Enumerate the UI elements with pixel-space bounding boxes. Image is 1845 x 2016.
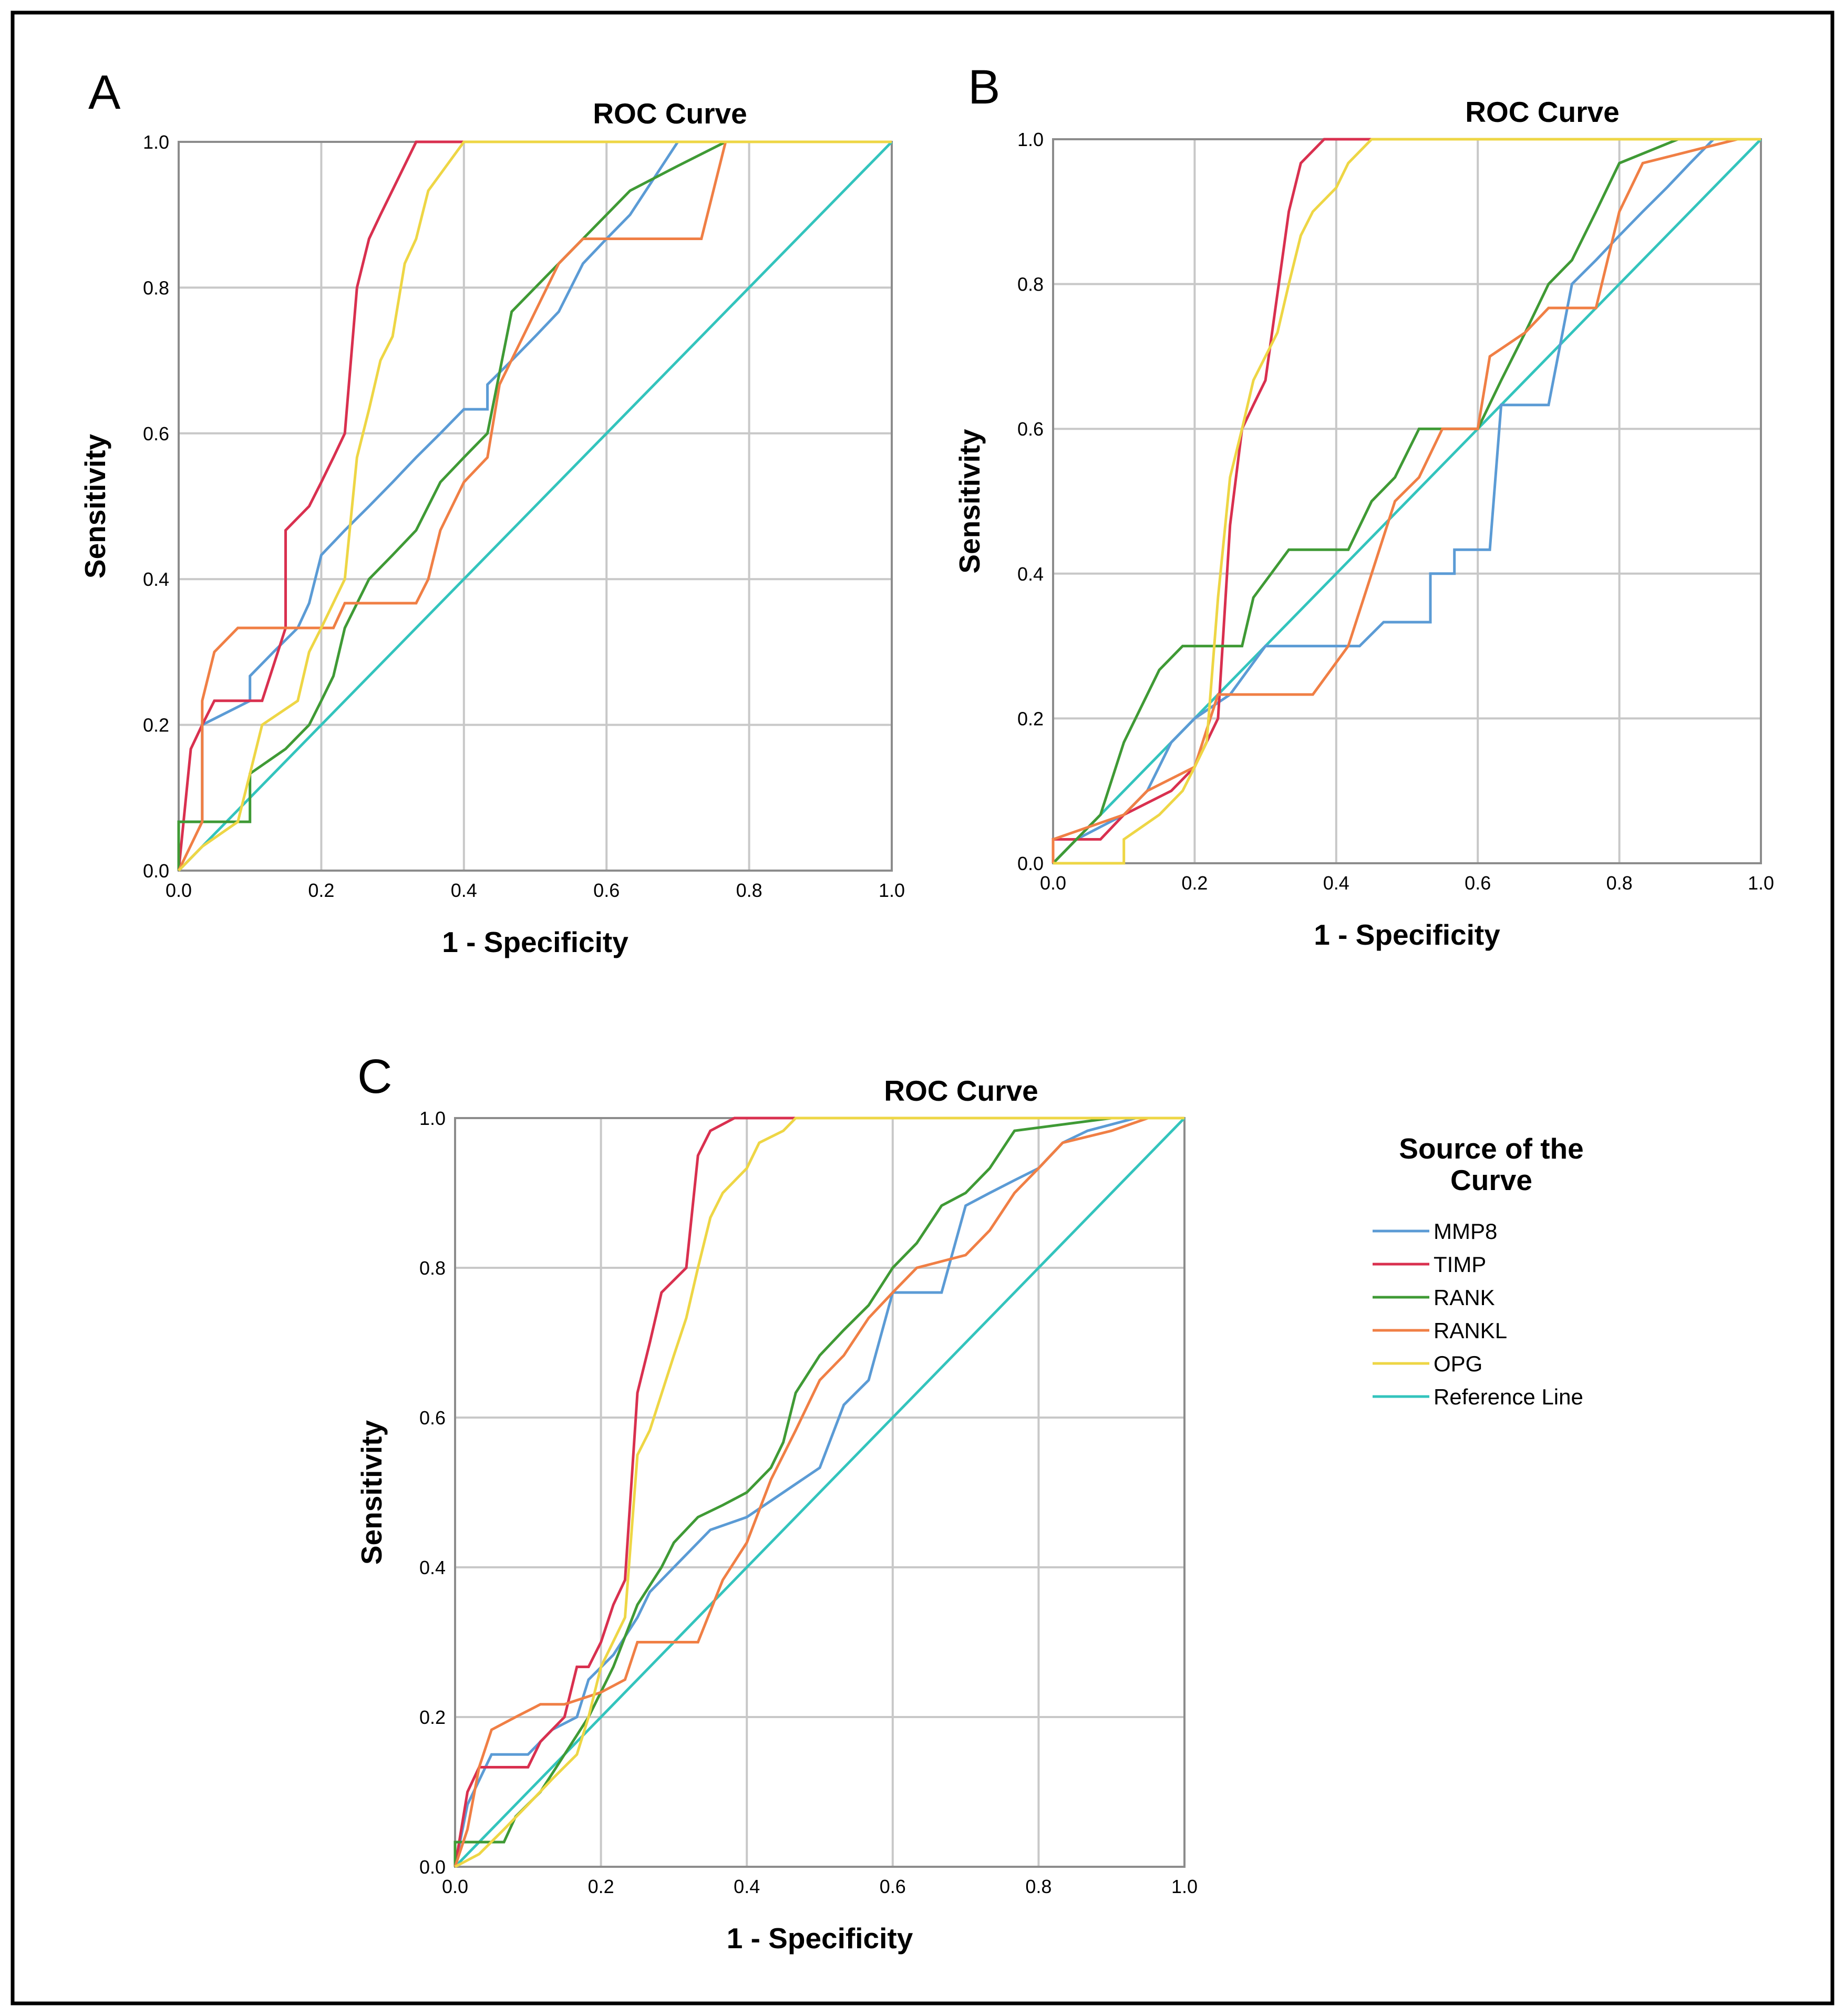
series-line-reference-line xyxy=(454,1117,1186,1868)
legend-label-reference-line: Reference Line xyxy=(1434,1384,1583,1409)
x-tick-label: 0.0 xyxy=(442,1876,468,1897)
y-axis-title: Sensitivity xyxy=(355,1420,388,1565)
y-tick-label: 0.8 xyxy=(143,277,169,298)
y-tick-label: 0.2 xyxy=(419,1707,446,1728)
x-tick-label: 1.0 xyxy=(879,880,905,901)
figure-border xyxy=(11,11,1834,2005)
y-tick-label: 0.8 xyxy=(419,1257,446,1279)
y-tick-label: 0.0 xyxy=(143,860,169,882)
y-tick-label: 1.0 xyxy=(143,131,169,153)
legend-label-opg: OPG xyxy=(1434,1351,1482,1376)
x-tick-label: 0.2 xyxy=(588,1876,614,1897)
chart-title: ROC Curve xyxy=(884,1074,1038,1107)
chart-title: ROC Curve xyxy=(593,97,747,130)
series-line-reference-line xyxy=(1052,138,1762,864)
y-tick-label: 0.2 xyxy=(1017,708,1044,729)
legend-title-line2: Curve xyxy=(1450,1164,1532,1196)
chart-title: ROC Curve xyxy=(1465,96,1619,128)
x-tick-label: 0.2 xyxy=(308,880,334,901)
series-line-mmp8 xyxy=(177,140,892,871)
series-line-rankl xyxy=(453,1116,1184,1867)
legend-label-timp: TIMP xyxy=(1434,1252,1486,1277)
chart-panel-a: A ROC Curve 0.0 0.2 0.4 0.6 0.8 1.0 0.0 0.2 0.4 0.6… xyxy=(79,66,905,958)
y-tick-label: 0.4 xyxy=(143,568,169,590)
x-tick-label: 0.2 xyxy=(1181,872,1208,894)
series-line-rankl xyxy=(1052,138,1761,863)
x-axis-title: 1 - Specificity xyxy=(1314,918,1500,951)
panel-label: B xyxy=(968,60,1000,114)
series-line-opg xyxy=(454,1116,1184,1868)
y-tick-label: 1.0 xyxy=(419,1108,446,1129)
series-line-rank xyxy=(1052,138,1761,864)
y-tick-label: 0.6 xyxy=(1017,418,1044,440)
panel-label: A xyxy=(88,66,121,119)
legend-title-line1: Source of the xyxy=(1399,1132,1583,1165)
x-tick-label: 1.0 xyxy=(1748,872,1774,894)
series-line-opg xyxy=(1053,138,1761,865)
y-tick-label: 0.2 xyxy=(143,715,169,736)
x-axis-title: 1 - Specificity xyxy=(442,926,628,958)
series-line-mmp8 xyxy=(453,1116,1184,1867)
y-tick-label: 0.4 xyxy=(419,1557,446,1578)
chart-panel-b: B ROC Curve 0.0 0.2 0.4 0.6 0.8 1.0 0.0 0.2 0.4 0.6… xyxy=(953,60,1774,951)
y-tick-label: 0.0 xyxy=(419,1856,446,1878)
chart-panel-c: C ROC Curve 0.0 0.2 0.4 0.6 0.8 1.0 0.0 0.2 0.4 0.6… xyxy=(355,1050,1198,1955)
series-line-mmp8 xyxy=(1052,138,1761,864)
y-tick-label: 0.8 xyxy=(1017,274,1044,295)
y-tick-label: 1.0 xyxy=(1017,129,1044,150)
panels: A ROC Curve 0.0 0.2 0.4 0.6 0.8 1.0 0.0 0.2 0.4 0.6… xyxy=(79,60,1774,1955)
x-tick-label: 0.8 xyxy=(1606,872,1633,894)
x-tick-label: 0.0 xyxy=(1040,872,1066,894)
y-axis-title: Sensitivity xyxy=(79,434,111,579)
series-line-timp xyxy=(177,140,892,871)
x-axis-title: 1 - Specificity xyxy=(727,1922,913,1955)
series-line-rankl xyxy=(177,140,892,872)
legend-label-mmp8: MMP8 xyxy=(1434,1219,1497,1244)
series-line-reference-line xyxy=(178,141,893,872)
x-tick-label: 1.0 xyxy=(1171,1876,1198,1897)
x-tick-label: 0.6 xyxy=(880,1876,906,1897)
x-tick-label: 0.0 xyxy=(166,880,192,901)
x-tick-label: 0.6 xyxy=(593,880,620,901)
x-tick-label: 0.6 xyxy=(1465,872,1491,894)
x-tick-label: 0.4 xyxy=(451,880,477,901)
series-line-rank xyxy=(453,1116,1184,1867)
x-tick-label: 0.8 xyxy=(736,880,762,901)
legend-label-rank: RANK xyxy=(1434,1285,1495,1310)
series-line-timp xyxy=(453,1116,1184,1867)
series-line-opg xyxy=(178,140,892,872)
x-tick-label: 0.8 xyxy=(1025,1876,1052,1897)
series-line-timp xyxy=(1052,138,1761,863)
series-line-rank xyxy=(177,140,892,871)
y-tick-label: 0.6 xyxy=(419,1407,446,1429)
panel-label: C xyxy=(357,1050,392,1103)
y-tick-label: 0.4 xyxy=(1017,563,1044,585)
x-tick-label: 0.4 xyxy=(734,1876,760,1897)
legend-label-rankl: RANKL xyxy=(1434,1318,1507,1343)
y-tick-label: 0.6 xyxy=(143,423,169,444)
y-tick-label: 0.0 xyxy=(1017,853,1044,874)
x-tick-label: 0.4 xyxy=(1323,872,1349,894)
y-axis-title: Sensitivity xyxy=(953,429,986,574)
